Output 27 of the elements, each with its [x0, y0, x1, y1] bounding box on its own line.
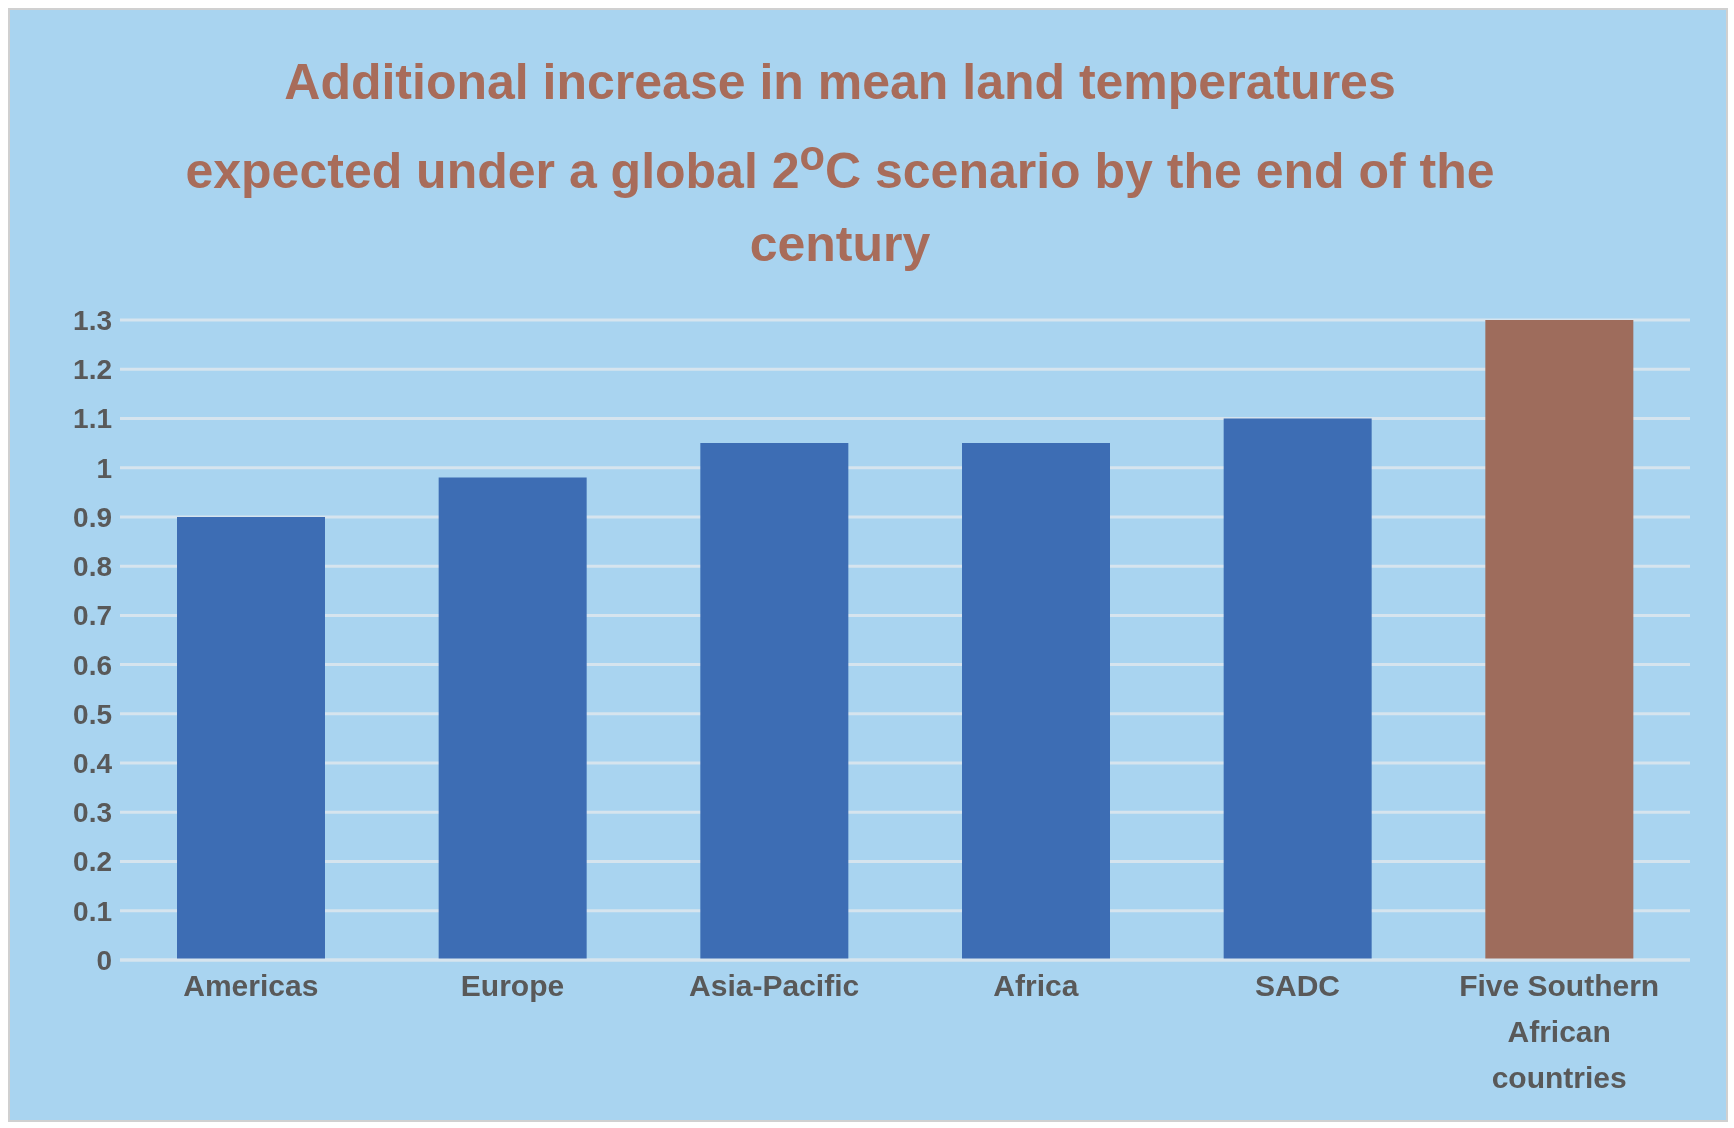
x-tick-label: Asia-Pacific: [689, 969, 860, 1002]
x-tick-label: SADC: [1254, 969, 1341, 1002]
x-tick-label: Five Southern African countries: [1459, 969, 1660, 1094]
chart-title: Additional increase in mean land temperatures expected under a global 2$^{o}$C scenario by the end of the century: [184, 53, 1496, 274]
x-tick-label: Europe: [460, 969, 565, 1002]
bar: [177, 516, 325, 960]
y-tick-label: 0: [96, 944, 112, 976]
y-tick-label: 1.1: [73, 403, 112, 435]
y-tick-label: 0.9: [73, 501, 112, 533]
y-tick-label: 0.2: [73, 846, 112, 878]
y-tick-label: 0.3: [73, 797, 112, 829]
y-tick-label: 1.3: [73, 304, 112, 336]
x-tick-label: Americas: [183, 969, 319, 1002]
y-tick-label: 0.5: [73, 698, 112, 730]
y-tick-label: 0.1: [73, 895, 112, 927]
y-tick-label: 0.6: [73, 649, 112, 681]
y-tick-label: 1: [96, 452, 112, 484]
bar: [1223, 418, 1372, 960]
y-tick-label: 0.7: [73, 600, 112, 632]
x-tick-label: Africa: [993, 969, 1079, 1002]
y-tick-label: 1.2: [73, 354, 112, 386]
bar: [962, 443, 1110, 960]
bar: [1485, 320, 1634, 960]
y-tick-label: 0.4: [73, 748, 113, 780]
bar: [438, 477, 587, 960]
bar: [700, 443, 849, 960]
y-tick-label: 0.8: [73, 551, 112, 583]
